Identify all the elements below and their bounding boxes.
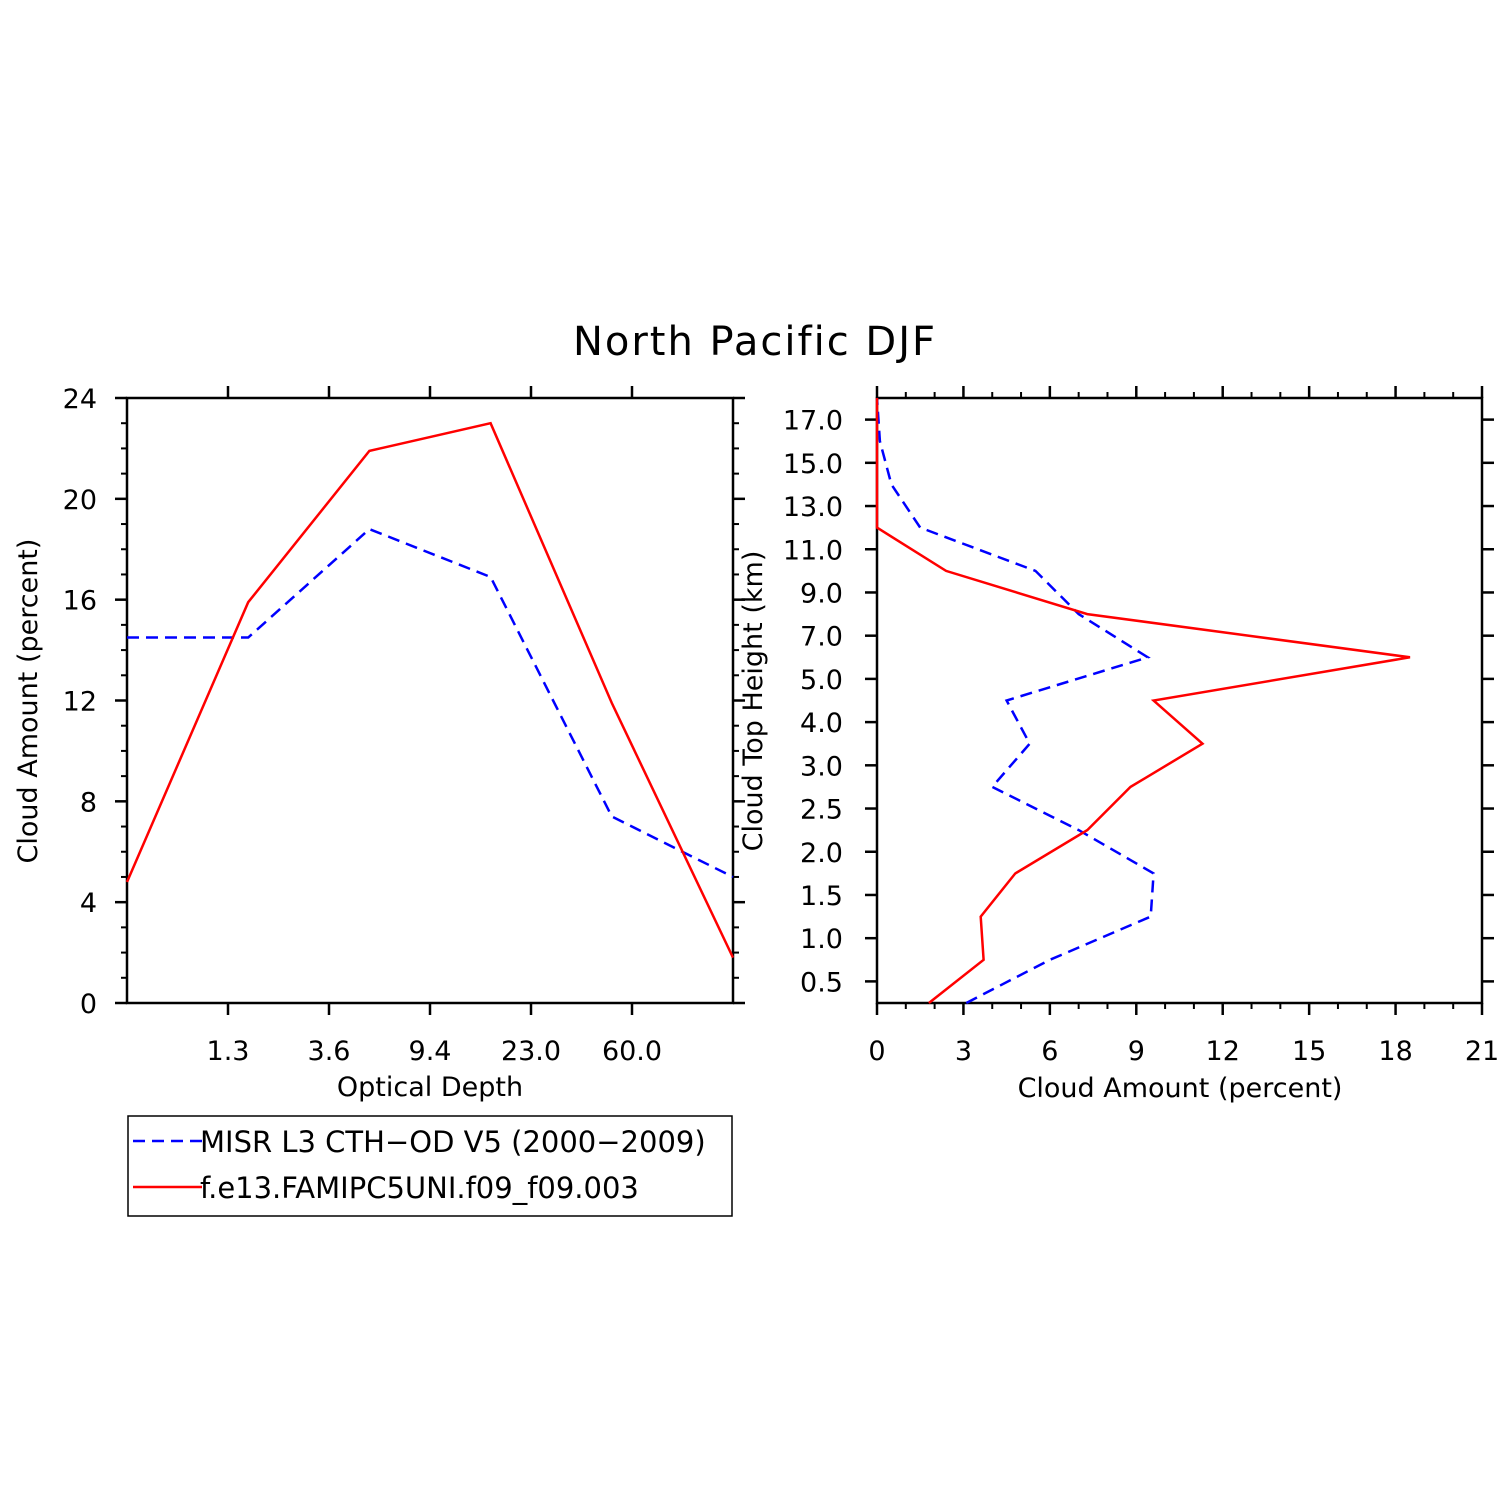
right-y-tick-label: 15.0 (783, 449, 843, 480)
right-y-tick-label: 9.0 (800, 578, 843, 609)
right-tick-marks: 0 3 6 9 12 15 18 21 0.5 1.0 1.5 2.0 2.5 3.0 4.0 5.0 7.0 9… (783, 386, 1499, 1067)
right-plot-frame (875, 396, 1484, 1005)
right-x-tick-label: 3 (955, 1036, 972, 1067)
right-x-tick-label: 21 (1465, 1036, 1499, 1067)
left-misr-line (127, 527, 734, 879)
legend-misr-label: MISR L3 CTH−OD V5 (2000−2009) (200, 1125, 706, 1159)
right-y-tick-label: 1.5 (800, 881, 843, 912)
left-x-tick-label: 3.6 (308, 1036, 351, 1067)
right-series-lines (875, 397, 1411, 1005)
right-misr-line (875, 397, 1155, 1005)
left-y-tick-label: 4 (80, 888, 97, 919)
left-y-tick-label: 24 (63, 384, 97, 415)
right-y-axis-label: Cloud Top Height (km) (738, 551, 769, 852)
right-y-tick-label: 3.0 (800, 751, 843, 782)
left-y-tick-label: 20 (63, 485, 97, 516)
right-y-tick-label: 2.0 (800, 838, 843, 869)
left-x-axis-label: Optical Depth (337, 1072, 523, 1103)
right-y-tick-label: 1.0 (800, 924, 843, 955)
right-x-tick-label: 18 (1378, 1036, 1412, 1067)
figure-title: North Pacific DJF (573, 319, 937, 365)
right-y-tick-label: 0.5 (800, 967, 843, 998)
left-y-tick-label: 0 (80, 989, 97, 1020)
right-y-tick-label: 11.0 (783, 535, 843, 566)
right-model-line (875, 398, 1411, 1004)
cloud-top-height-panel: 0 3 6 9 12 15 18 21 0.5 1.0 1.5 2.0 2.5 3.0 4.0 5.0 7.0 9… (738, 386, 1499, 1104)
optical-depth-panel: 0 4 8 12 16 20 24 1.3 3.6 9.4 23.0 60.0 Optical Dep… (13, 384, 745, 1103)
left-x-tick-label: 60.0 (602, 1036, 662, 1067)
right-x-tick-label: 6 (1041, 1036, 1058, 1067)
right-x-tick-label: 9 (1128, 1036, 1145, 1067)
left-y-tick-label: 8 (80, 787, 97, 818)
right-y-tick-label: 7.0 (800, 622, 843, 653)
right-y-tick-label: 17.0 (783, 406, 843, 437)
left-y-tick-label: 16 (63, 586, 97, 617)
left-y-tick-label: 12 (63, 687, 97, 718)
legend: MISR L3 CTH−OD V5 (2000−2009) f.e13.FAMI… (127, 1115, 733, 1217)
right-x-tick-label: 12 (1206, 1036, 1240, 1067)
left-x-tick-label: 23.0 (501, 1036, 561, 1067)
right-y-tick-label: 13.0 (783, 492, 843, 523)
legend-box (127, 1115, 733, 1217)
left-plot-frame (125, 396, 735, 1005)
left-model-line (125, 421, 735, 959)
left-x-tick-label: 1.3 (207, 1036, 250, 1067)
right-y-tick-label: 5.0 (800, 665, 843, 696)
left-y-axis-label: Cloud Amount (percent) (13, 539, 44, 864)
right-x-tick-label: 0 (868, 1036, 885, 1067)
left-series-lines (125, 421, 735, 959)
left-tick-marks: 0 4 8 12 16 20 24 1.3 3.6 9.4 23.0 60.0 (63, 384, 745, 1067)
right-y-tick-label: 4.0 (800, 708, 843, 739)
right-y-tick-label: 2.5 (800, 795, 843, 826)
right-x-axis-label: Cloud Amount (percent) (1018, 1073, 1343, 1104)
legend-model-label: f.e13.FAMIPC5UNI.f09_f09.003 (200, 1171, 639, 1205)
left-x-tick-label: 9.4 (409, 1036, 452, 1067)
right-x-tick-label: 15 (1292, 1036, 1326, 1067)
